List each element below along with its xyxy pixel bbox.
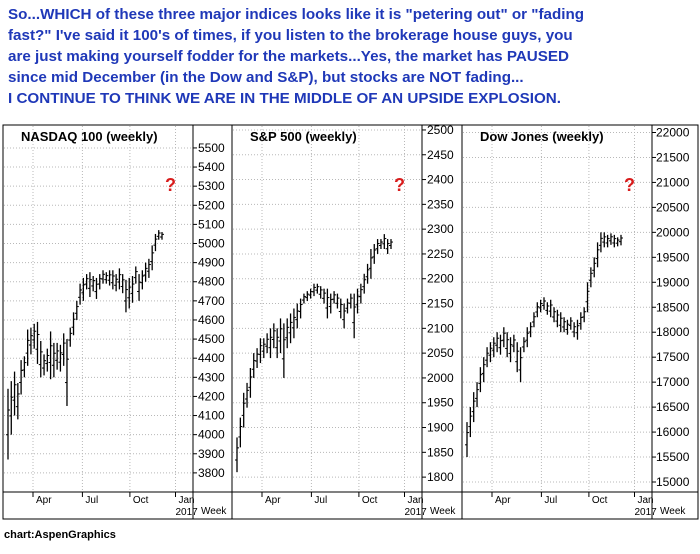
price-tick-label: 20000 (656, 225, 690, 239)
charts-area: 3800 3900 4000 4100 4200 4300 4400 4500 4600 4700… (0, 122, 700, 522)
price-tick-label: 16500 (656, 400, 690, 414)
question-mark-annotation: ? (394, 175, 405, 195)
price-tick-label: 19500 (656, 250, 690, 264)
price-tick-label: 4400 (198, 351, 225, 365)
chart-title: S&P 500 (weekly) (250, 129, 357, 144)
headline-line-3: are just making yourself fodder for the … (8, 48, 569, 65)
price-tick-label: 4800 (198, 275, 225, 289)
headline-line-5: I CONTINUE TO THINK WE ARE IN THE MIDDLE… (8, 90, 561, 107)
price-tick-label: 2100 (427, 321, 454, 335)
price-tick-label: 4300 (198, 370, 225, 384)
price-tick-label: 22000 (656, 125, 690, 139)
chart-title: Dow Jones (weekly) (480, 129, 604, 144)
month-label: Jan (638, 495, 654, 506)
price-tick-label: 1800 (427, 470, 454, 484)
price-tick-label: 1850 (427, 445, 454, 459)
price-tick-label: 2250 (427, 247, 454, 261)
price-tick-label: 2450 (427, 148, 454, 162)
price-tick-label: 2000 (427, 371, 454, 385)
price-tick-label: 5200 (198, 198, 225, 212)
question-mark-annotation: ? (624, 175, 635, 195)
month-label: Apr (265, 495, 281, 506)
headline-line-2: fast?" I've said it 100's of times, if y… (8, 27, 573, 44)
price-tick-label: 21000 (656, 175, 690, 189)
price-tick-label: 2150 (427, 297, 454, 311)
price-tick-label: 19000 (656, 275, 690, 289)
price-tick-label: 15500 (656, 450, 690, 464)
panel-frame-sp500 (231, 124, 463, 520)
price-tick-label: 2200 (427, 272, 454, 286)
month-label: Jul (314, 495, 327, 506)
price-tick-label: 4700 (198, 294, 225, 308)
month-label: Oct (592, 495, 608, 506)
price-tick-label: 15000 (656, 475, 690, 489)
headline-line-4: since mid December (in the Dow and S&P),… (8, 69, 524, 86)
price-tick-label: 2050 (427, 346, 454, 360)
month-label: Apr (36, 495, 52, 506)
price-tick-label: 5100 (198, 217, 225, 231)
headline-line-1: So...WHICH of these three major indices … (8, 6, 585, 23)
question-mark-annotation: ? (165, 175, 176, 195)
price-tick-label: 5500 (198, 141, 225, 155)
price-tick-label: 3900 (198, 447, 225, 461)
price-tick-label: 1950 (427, 396, 454, 410)
price-tick-label: 4900 (198, 256, 225, 270)
price-tick-label: 4600 (198, 313, 225, 327)
price-tick-label: 16000 (656, 425, 690, 439)
price-tick-label: 18500 (656, 300, 690, 314)
year-label: 2017 (635, 507, 658, 518)
price-tick-label: 18000 (656, 325, 690, 339)
price-tick-label: 1900 (427, 421, 454, 435)
charts-svg: 3800 3900 4000 4100 4200 4300 4400 4500 4600 4700… (2, 123, 699, 520)
price-tick-label: 17500 (656, 350, 690, 364)
price-tick-label: 4100 (198, 409, 225, 423)
month-label: Jul (544, 495, 557, 506)
price-tick-label: 2400 (427, 173, 454, 187)
month-label: Oct (362, 495, 378, 506)
week-axis-label: Week (201, 506, 227, 517)
chart-credit: chart:AspenGraphics (4, 529, 116, 541)
month-label: Oct (133, 495, 149, 506)
price-tick-label: 2500 (427, 123, 454, 137)
price-tick-label: 3800 (198, 466, 225, 480)
chart-title: NASDAQ 100 (weekly) (21, 129, 158, 144)
week-axis-label: Week (660, 506, 686, 517)
price-tick-label: 4200 (198, 389, 225, 403)
price-tick-label: 4500 (198, 332, 225, 346)
year-label: 2017 (176, 507, 199, 518)
month-label: Jan (179, 495, 195, 506)
price-tick-label: 2350 (427, 197, 454, 211)
week-axis-label: Week (430, 506, 456, 517)
price-tick-label: 5300 (198, 179, 225, 193)
panel-frame-dow (461, 124, 699, 520)
price-tick-label: 21500 (656, 150, 690, 164)
price-tick-label: 2300 (427, 222, 454, 236)
price-tick-label: 4000 (198, 428, 225, 442)
price-tick-label: 20500 (656, 200, 690, 214)
month-label: Jul (85, 495, 98, 506)
price-tick-label: 17000 (656, 375, 690, 389)
price-tick-label: 5400 (198, 160, 225, 174)
headline: So...WHICH of these three major indices … (8, 4, 698, 109)
month-label: Jan (408, 495, 424, 506)
price-tick-label: 5000 (198, 237, 225, 251)
month-label: Apr (495, 495, 511, 506)
year-label: 2017 (405, 507, 428, 518)
